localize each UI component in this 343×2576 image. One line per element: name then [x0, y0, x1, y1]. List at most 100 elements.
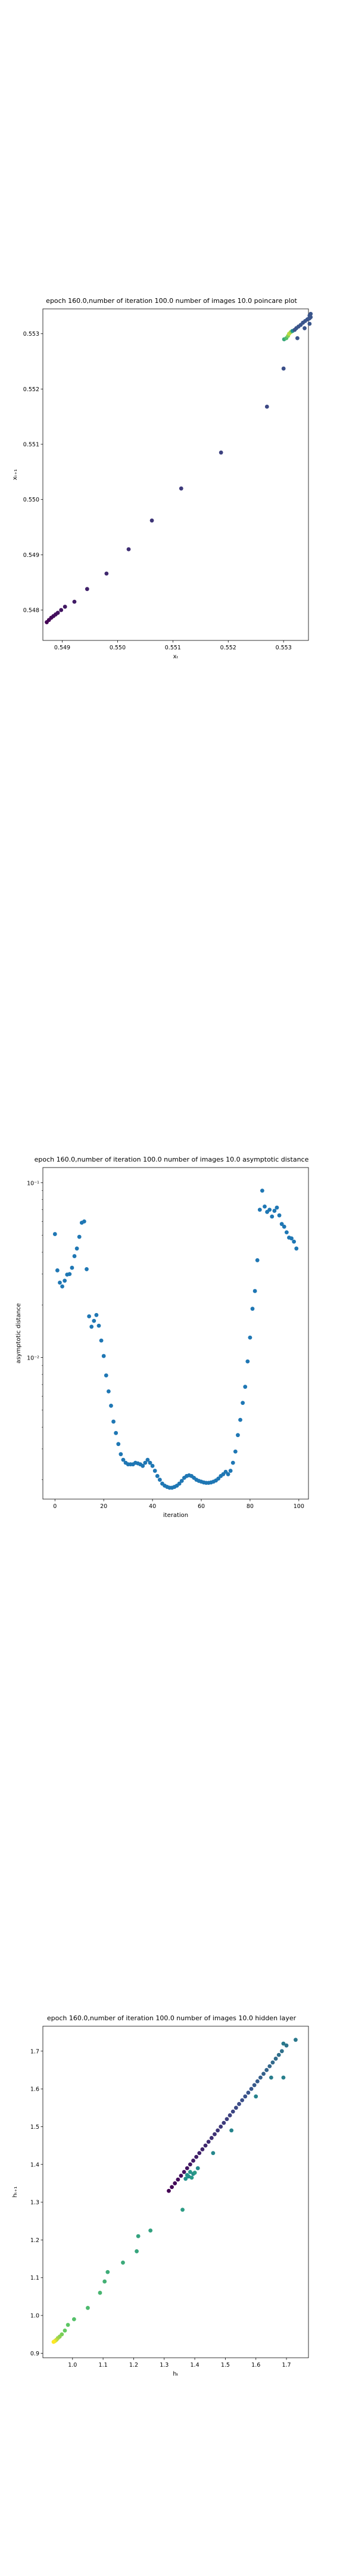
- data-point: [238, 1417, 242, 1422]
- data-point: [70, 1265, 74, 1270]
- data-point: [102, 2279, 107, 2284]
- x-axis-label: hₜ: [173, 2371, 178, 2377]
- data-point: [237, 2102, 241, 2106]
- data-point: [179, 486, 183, 491]
- data-point: [135, 2249, 139, 2253]
- data-point: [126, 547, 131, 552]
- data-point: [114, 1431, 119, 1435]
- data-point: [182, 2170, 186, 2174]
- data-point: [143, 1460, 148, 1465]
- data-point: [119, 1452, 123, 1457]
- x-tick-label: 1.2: [129, 2362, 138, 2368]
- data-point: [191, 2159, 195, 2163]
- data-point: [98, 2290, 102, 2295]
- x-tick-label: 0.553: [276, 645, 292, 651]
- y-tick-label: 0.553: [23, 331, 39, 338]
- data-point: [152, 1469, 157, 1473]
- y-tick-label: 1.1: [30, 2275, 39, 2281]
- hidden-layer-chart: 1.0 1.1 1.2 1.3 1.4 1.5 1.6 1.7 0.9 1.0 1.1 1.2 1.3 1…: [12, 2026, 309, 2377]
- data-point: [292, 1239, 297, 1244]
- data-point: [206, 2140, 211, 2144]
- data-point: [200, 2147, 205, 2151]
- chart-title: epoch 160.0,number of iteration 100.0 nu…: [46, 297, 297, 305]
- data-point: [264, 2068, 269, 2072]
- data-point: [222, 2120, 226, 2125]
- data-point: [228, 1469, 233, 1473]
- y-tick-label: 1.2: [30, 2237, 39, 2244]
- y-tick-label: 1.6: [30, 2086, 39, 2093]
- y-tick-label: 0.551: [23, 442, 39, 448]
- data-point: [284, 1230, 289, 1235]
- data-point: [277, 1213, 282, 1218]
- data-point: [72, 599, 77, 604]
- data-point: [245, 1359, 250, 1364]
- data-point: [224, 2117, 229, 2122]
- y-tick-label: 1.7: [30, 2048, 39, 2055]
- data-point: [141, 1463, 145, 1468]
- x-tick-label: 1.5: [221, 2362, 230, 2368]
- data-point: [167, 2188, 171, 2193]
- x-tick-label: 1.1: [99, 2362, 108, 2368]
- data-point: [209, 2136, 214, 2140]
- data-point: [183, 2176, 188, 2181]
- data-point: [157, 1478, 162, 1482]
- data-point: [121, 1457, 126, 1462]
- x-tick-label: 80: [247, 1503, 254, 1510]
- data-point: [213, 2132, 217, 2137]
- data-point: [176, 2177, 180, 2182]
- x-tick-label: 0.552: [220, 645, 236, 651]
- data-point: [246, 2091, 251, 2095]
- asymptotic-distance-panel: epoch 160.0,number of iteration 100.0 nu…: [0, 859, 343, 1717]
- data-point: [173, 2181, 177, 2185]
- data-point: [86, 2306, 90, 2310]
- data-point: [211, 2151, 216, 2156]
- data-point: [179, 2174, 183, 2178]
- y-tick-label: 10⁻¹: [27, 1180, 39, 1187]
- data-point: [229, 2128, 234, 2133]
- data-point: [219, 450, 223, 455]
- x-axis-label: xₜ: [173, 654, 179, 660]
- data-point: [257, 1208, 262, 1212]
- x-tick-label: 0.550: [110, 645, 126, 651]
- data-point: [241, 1401, 245, 1405]
- data-point: [96, 1323, 101, 1328]
- data-point: [267, 2064, 272, 2069]
- data-point: [281, 366, 286, 371]
- y-tick-label: 0.548: [23, 608, 39, 614]
- x-tick-label: 0.549: [54, 645, 70, 651]
- data-point: [219, 2125, 223, 2129]
- data-point: [92, 1318, 96, 1323]
- data-point: [252, 1289, 257, 1293]
- data-point: [85, 587, 89, 592]
- y-tick-label: 0.552: [23, 386, 39, 393]
- data-point: [294, 1246, 299, 1251]
- data-point: [270, 2060, 275, 2065]
- data-point: [99, 1338, 104, 1343]
- data-point: [136, 2234, 141, 2238]
- y-tick-label: 1.0: [30, 2313, 39, 2320]
- y-tick-label: 0.549: [23, 552, 39, 559]
- data-point: [58, 1280, 62, 1285]
- data-point: [279, 2049, 284, 2054]
- y-tick-label: 0.9: [30, 2351, 39, 2357]
- data-point: [89, 1324, 94, 1329]
- data-point: [185, 2166, 189, 2171]
- data-point: [52, 1232, 57, 1236]
- data-point: [264, 404, 269, 409]
- data-point: [203, 2143, 208, 2148]
- data-point: [55, 1268, 60, 1272]
- data-point: [60, 1284, 64, 1289]
- y-axis-label: asymptotic distance: [15, 1303, 22, 1363]
- data-point: [106, 1389, 111, 1394]
- data-point: [63, 2329, 67, 2333]
- chart-title: epoch 160.0,number of iteration 100.0 nu…: [34, 1156, 309, 1163]
- data-point: [145, 1457, 150, 1462]
- y-tick-label: 1.5: [30, 2124, 39, 2131]
- poincare-scatter-chart: 0.549 0.550 0.551 0.552 0.553 0.548 0.549 0.550…: [12, 308, 313, 660]
- data-point: [282, 1224, 286, 1229]
- data-point: [233, 1449, 238, 1454]
- data-point: [87, 1314, 92, 1318]
- data-point: [105, 2270, 110, 2274]
- plot-frame: [42, 2026, 309, 2358]
- x-tick-label: 1.3: [160, 2362, 169, 2368]
